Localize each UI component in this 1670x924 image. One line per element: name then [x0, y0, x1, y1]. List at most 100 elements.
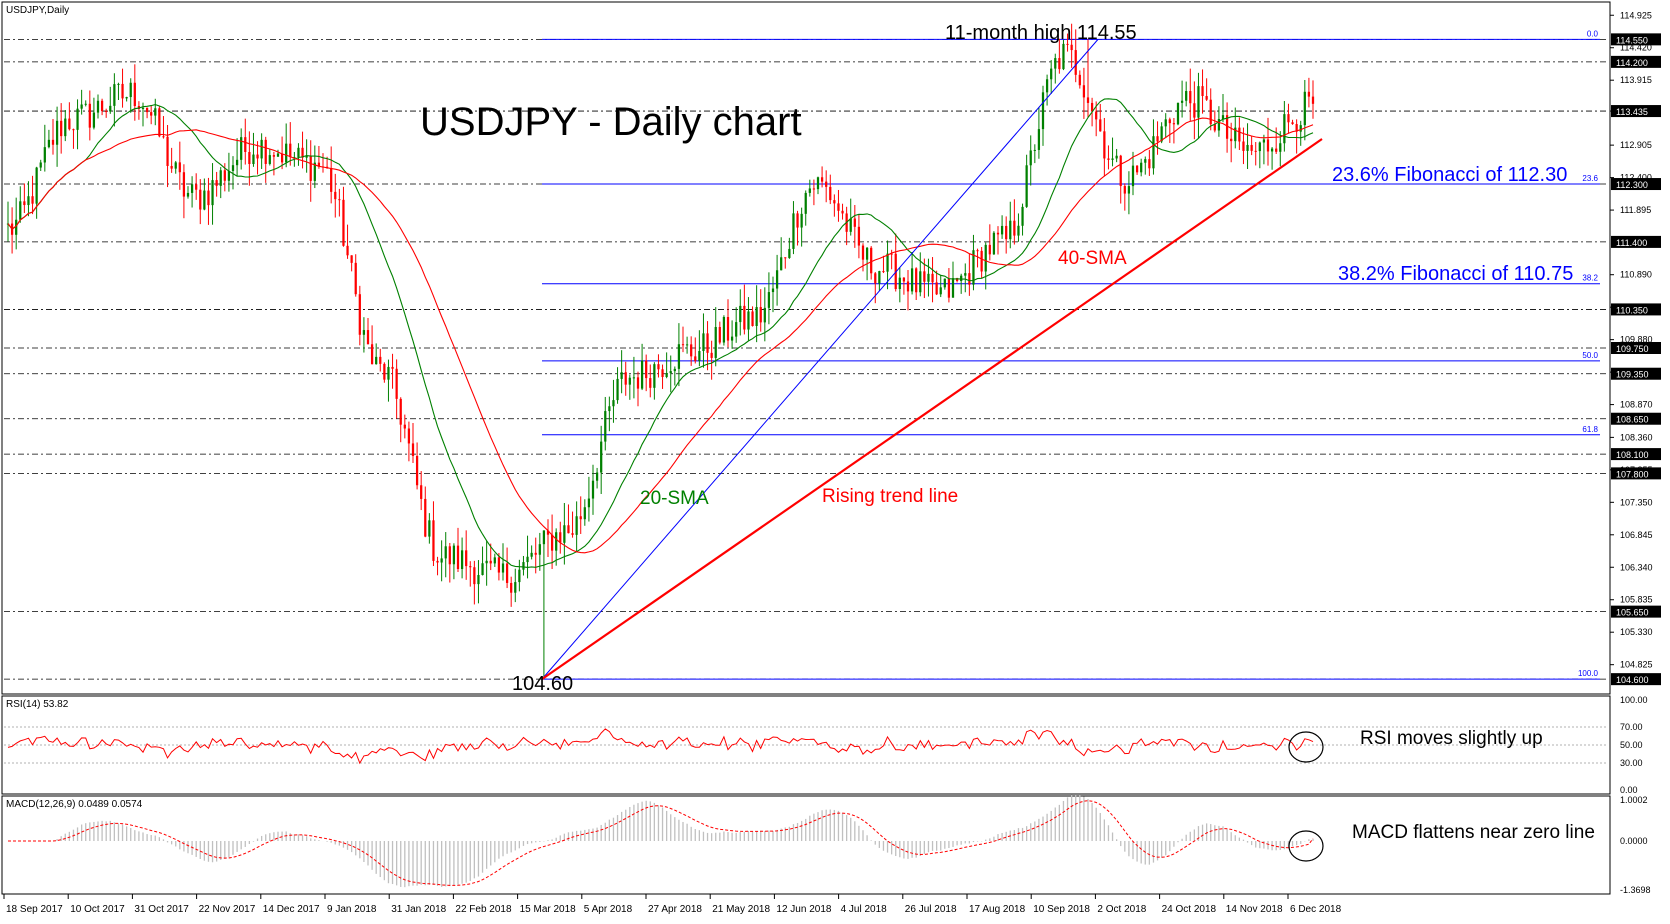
y-tick-label: 105.835 — [1620, 595, 1653, 605]
candle-body — [1078, 74, 1081, 86]
price-level-tag — [1611, 448, 1661, 461]
candle-body — [714, 326, 717, 358]
macd-tick-label: 0.0000 — [1620, 836, 1648, 846]
candle-body — [211, 180, 214, 206]
candle-body — [1209, 99, 1212, 125]
candle-body — [436, 560, 439, 563]
candle-body — [395, 368, 398, 399]
rsi-tick-label: 70.00 — [1620, 722, 1643, 732]
candle-body — [215, 180, 218, 186]
price-level-tag — [1611, 605, 1661, 618]
candle-body — [448, 546, 451, 565]
candle-body — [874, 273, 877, 284]
candle-body — [460, 550, 464, 569]
x-tick-label: 14 Dec 2017 — [263, 904, 320, 915]
candle-body — [407, 428, 411, 444]
macd-indicator: 1.0002 0.0000 -1.3698 — [8, 794, 1651, 895]
candle-body — [612, 400, 615, 407]
price-level-tag — [1611, 55, 1661, 68]
sma20-line — [7, 98, 1314, 568]
candle-body — [375, 356, 378, 365]
fib-level-label: 23.6 — [1582, 174, 1598, 183]
candle-body — [252, 154, 255, 165]
candle-body — [972, 250, 975, 285]
candle-body — [1262, 139, 1266, 143]
candle-body — [1266, 139, 1270, 152]
candle-body — [1275, 148, 1278, 152]
candle-body — [579, 516, 582, 520]
candle-body — [76, 108, 79, 130]
candle-body — [1279, 143, 1282, 152]
candle-body — [444, 546, 447, 559]
price-level-tag-label: 108.650 — [1616, 415, 1649, 425]
price-level-tag — [1611, 342, 1661, 354]
candle-body — [1242, 141, 1245, 151]
price-level-tag — [1611, 178, 1661, 191]
candle-body — [919, 271, 922, 293]
candle-body — [317, 162, 321, 167]
candle-body — [35, 167, 38, 204]
candle-body — [514, 582, 517, 593]
candle-body — [465, 550, 468, 567]
candle-body — [170, 165, 173, 169]
candle-body — [1258, 142, 1261, 152]
candle-body — [1107, 158, 1110, 160]
candle-body — [1254, 150, 1257, 152]
candle-body — [268, 155, 271, 164]
candle-body — [19, 201, 22, 220]
price-level-tag-label: 114.200 — [1616, 58, 1648, 68]
candle-body — [117, 83, 120, 85]
candle-body — [223, 170, 226, 181]
candle-body — [1082, 85, 1086, 98]
candle-body — [608, 406, 611, 412]
candle-body — [853, 218, 856, 227]
candle-body — [546, 530, 550, 535]
candle-body — [1054, 58, 1057, 69]
candle-body — [759, 307, 762, 323]
price-axis: 114.925 114.420 113.915 113.435 112.905 112.4… — [1610, 10, 1661, 686]
candle-body — [510, 582, 513, 593]
candle-body — [1066, 43, 1069, 45]
candle-body — [1234, 127, 1237, 142]
candle-body — [1000, 225, 1004, 235]
x-tick-label: 6 Dec 2018 — [1290, 904, 1342, 915]
candle-body — [538, 544, 541, 555]
candle-body — [870, 247, 873, 274]
y-tick-label: 106.340 — [1620, 562, 1653, 572]
rsi-line — [7, 728, 1314, 765]
candle-body — [669, 371, 672, 374]
candle-body — [1185, 91, 1188, 101]
candle-body — [837, 203, 840, 211]
candle-body — [808, 188, 811, 193]
candle-body — [338, 199, 341, 201]
candle-body — [1221, 115, 1225, 120]
price-level-tag-label: 109.750 — [1616, 344, 1649, 354]
candle-body — [861, 245, 865, 260]
candle-body — [92, 112, 96, 128]
candle-body — [178, 162, 181, 173]
candle-body — [100, 100, 104, 112]
candle-body — [624, 372, 627, 385]
candle-body — [264, 139, 267, 164]
candle-body — [927, 273, 930, 282]
candle-body — [1299, 125, 1302, 132]
candle-body — [1287, 114, 1290, 123]
x-tick-label: 24 Oct 2018 — [1162, 904, 1217, 915]
candle-body — [43, 147, 46, 163]
candle-body — [812, 188, 816, 190]
candle-body — [1074, 50, 1077, 75]
annotation-low: 104.60 — [512, 673, 573, 695]
rsi-tick-label: 30.00 — [1620, 758, 1643, 768]
y-tick-label: 111.895 — [1620, 205, 1651, 215]
candle-body — [968, 273, 971, 285]
candle-body — [415, 455, 419, 486]
price-level-tag — [1611, 412, 1661, 425]
candle-body — [293, 156, 296, 158]
candle-body — [1111, 158, 1114, 160]
candle-body — [154, 108, 157, 116]
candle-body — [1013, 220, 1016, 236]
candle-body — [346, 245, 349, 256]
candle-body — [358, 294, 361, 335]
candle-body — [1041, 92, 1045, 130]
candle-body — [72, 129, 75, 131]
